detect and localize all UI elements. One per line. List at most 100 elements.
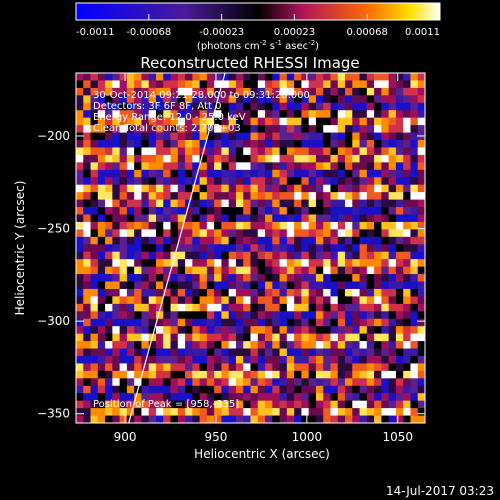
- heatmap-cell: [257, 348, 266, 357]
- heatmap-cell: [294, 363, 302, 372]
- heatmap-cell: [119, 408, 128, 417]
- heatmap-cell: [243, 393, 251, 402]
- heatmap-cell: [228, 102, 237, 111]
- heatmap-cell: [410, 154, 419, 163]
- heatmap-cell: [243, 184, 251, 193]
- heatmap-cell: [76, 229, 84, 238]
- heatmap-cell: [366, 333, 375, 342]
- heatmap-cell: [366, 408, 375, 417]
- heatmap-cell: [163, 80, 172, 89]
- heatmap-cell: [308, 169, 317, 178]
- heatmap-cell: [155, 154, 164, 163]
- heatmap-cell: [279, 192, 288, 201]
- heatmap-cell: [403, 288, 411, 297]
- heatmap-cell: [417, 73, 425, 81]
- heatmap-cell: [417, 110, 425, 119]
- heatmap-cell: [257, 117, 266, 126]
- heatmap-cell: [257, 154, 266, 163]
- heatmap-cell: [294, 326, 302, 335]
- heatmap-cell: [199, 221, 208, 230]
- heatmap-cell: [286, 355, 295, 364]
- heatmap-cell: [359, 408, 368, 417]
- heatmap-cell: [155, 95, 164, 104]
- heatmap-cell: [163, 221, 172, 230]
- heatmap-cell: [265, 125, 273, 134]
- heatmap-cell: [119, 132, 128, 141]
- heatmap-cell: [235, 311, 244, 320]
- heatmap-cell: [192, 378, 201, 387]
- heatmap-cell: [199, 199, 208, 208]
- heatmap-cell: [286, 415, 295, 423]
- heatmap-cell: [352, 221, 361, 230]
- heatmap-cell: [294, 378, 302, 387]
- heatmap-cell: [279, 251, 288, 260]
- heatmap-cell: [105, 214, 113, 223]
- heatmap-cell: [177, 400, 186, 409]
- heatmap-cell: [323, 415, 331, 423]
- heatmap-cell: [279, 400, 288, 409]
- heatmap-cell: [388, 393, 397, 402]
- heatmap-cell: [294, 236, 302, 245]
- heatmap-cell: [214, 125, 222, 134]
- heatmap-cell: [374, 408, 382, 417]
- heatmap-cell: [279, 378, 288, 387]
- heatmap-cell: [90, 140, 99, 148]
- heatmap-cell: [403, 80, 411, 89]
- heatmap-cell: [337, 266, 346, 275]
- heatmap-cell: [279, 288, 288, 297]
- heatmap-cell: [141, 169, 150, 178]
- heatmap-cell: [265, 303, 273, 312]
- heatmap-cell: [76, 154, 84, 163]
- heatmap-cell: [177, 229, 186, 238]
- heatmap-cell: [257, 244, 266, 253]
- heatmap-cell: [345, 244, 353, 253]
- heatmap-cell: [265, 400, 273, 409]
- heatmap-cell: [243, 177, 251, 186]
- heatmap-cell: [403, 162, 411, 171]
- heatmap-cell: [155, 408, 164, 417]
- heatmap-cell: [250, 184, 259, 193]
- heatmap-cell: [315, 95, 324, 104]
- heatmap-cell: [286, 95, 295, 104]
- heatmap-cell: [83, 80, 92, 89]
- heatmap-cell: [352, 363, 361, 372]
- heatmap-cell: [279, 363, 288, 372]
- heatmap-cell: [315, 192, 324, 201]
- heatmap-cell: [301, 132, 310, 141]
- heatmap-cell: [410, 363, 419, 372]
- heatmap-cell: [163, 102, 172, 111]
- heatmap-cell: [97, 169, 106, 178]
- heatmap-cell: [301, 326, 310, 335]
- heatmap-cell: [410, 378, 419, 387]
- heatmap-cell: [352, 266, 361, 275]
- heatmap-cell: [301, 400, 310, 409]
- heatmap-cell: [294, 370, 302, 379]
- heatmap-cell: [294, 318, 302, 327]
- heatmap-cell: [228, 73, 237, 81]
- heatmap-cell: [366, 370, 375, 379]
- heatmap-cell: [163, 259, 172, 268]
- heatmap-cell: [243, 132, 251, 141]
- heatmap-cell: [308, 80, 317, 89]
- heatmap-cell: [134, 125, 142, 134]
- heatmap-cell: [170, 318, 179, 327]
- heatmap-cell: [141, 140, 150, 148]
- heatmap-cell: [112, 162, 121, 171]
- heatmap-cell: [250, 251, 259, 260]
- heatmap-cell: [381, 162, 390, 171]
- heatmap-cell: [345, 318, 353, 327]
- heatmap-cell: [221, 333, 230, 342]
- heatmap-cell: [126, 192, 135, 201]
- heatmap-cell: [170, 140, 179, 148]
- heatmap-cell: [388, 221, 397, 230]
- heatmap-cell: [265, 318, 273, 327]
- heatmap-cell: [235, 363, 244, 372]
- heatmap-cell: [395, 259, 404, 268]
- heatmap-cell: [337, 117, 346, 126]
- heatmap-cell: [192, 296, 201, 305]
- heatmap-cell: [294, 408, 302, 417]
- heatmap-cell: [330, 370, 339, 379]
- heatmap-cell: [257, 296, 266, 305]
- heatmap-cell: [359, 192, 368, 201]
- heatmap-cell: [228, 333, 237, 342]
